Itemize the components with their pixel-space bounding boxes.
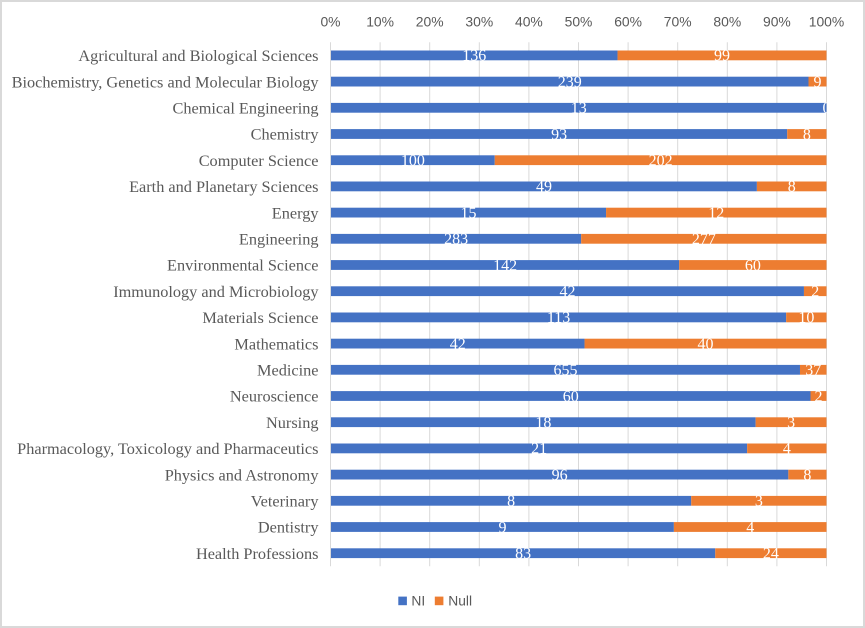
svg-text:Immunology and Microbiology: Immunology and Microbiology	[113, 282, 319, 301]
svg-text:0: 0	[823, 100, 831, 117]
svg-text:Nursing: Nursing	[266, 413, 318, 432]
svg-text:Veterinary: Veterinary	[251, 492, 320, 511]
svg-text:20%: 20%	[416, 14, 444, 30]
svg-text:Materials Science: Materials Science	[202, 308, 318, 327]
svg-text:80%: 80%	[713, 14, 741, 30]
svg-text:96: 96	[552, 467, 568, 484]
svg-text:Earth and Planetary Sciences: Earth and Planetary Sciences	[129, 177, 318, 196]
svg-text:8: 8	[788, 179, 796, 196]
svg-text:Chemical Engineering: Chemical Engineering	[172, 99, 318, 118]
svg-text:136: 136	[462, 48, 486, 65]
svg-text:8: 8	[803, 126, 811, 143]
svg-text:21: 21	[531, 441, 547, 458]
svg-text:60: 60	[745, 257, 761, 274]
svg-text:15: 15	[461, 205, 477, 222]
svg-text:70%: 70%	[664, 14, 692, 30]
svg-text:Mathematics: Mathematics	[234, 334, 318, 353]
svg-text:9: 9	[498, 519, 506, 536]
svg-text:99: 99	[714, 48, 730, 65]
svg-text:NI: NI	[411, 593, 425, 608]
svg-text:2: 2	[811, 284, 819, 301]
svg-text:37: 37	[805, 362, 821, 379]
svg-text:Energy: Energy	[272, 203, 320, 222]
svg-text:Medicine: Medicine	[257, 361, 318, 380]
svg-text:Chemistry: Chemistry	[251, 125, 320, 144]
svg-text:40: 40	[698, 336, 714, 353]
svg-text:10%: 10%	[366, 14, 394, 30]
svg-text:Biochemistry, Genetics and Mol: Biochemistry, Genetics and Molecular Bio…	[12, 72, 320, 91]
svg-text:Pharmacology, Toxicology and P: Pharmacology, Toxicology and Pharmaceuti…	[17, 439, 318, 458]
svg-text:18: 18	[535, 415, 551, 432]
svg-text:0%: 0%	[320, 14, 340, 30]
svg-text:3: 3	[755, 493, 763, 510]
svg-text:12: 12	[708, 205, 724, 222]
svg-text:10: 10	[798, 310, 814, 327]
svg-text:Null: Null	[448, 593, 472, 608]
svg-text:4: 4	[746, 519, 754, 536]
svg-text:8: 8	[507, 493, 515, 510]
svg-text:Neuroscience: Neuroscience	[230, 387, 319, 406]
svg-text:40%: 40%	[515, 14, 543, 30]
svg-text:Agricultural and Biological Sc: Agricultural and Biological Sciences	[78, 46, 318, 65]
svg-text:2: 2	[815, 388, 823, 405]
svg-text:13: 13	[571, 100, 587, 117]
svg-text:4: 4	[783, 441, 791, 458]
svg-text:24: 24	[763, 546, 779, 563]
svg-text:50%: 50%	[565, 14, 593, 30]
svg-text:655: 655	[553, 362, 577, 379]
svg-text:8: 8	[803, 467, 811, 484]
svg-text:100: 100	[401, 153, 425, 170]
svg-text:60%: 60%	[614, 14, 642, 30]
svg-text:239: 239	[558, 74, 582, 91]
svg-text:Health Professions: Health Professions	[196, 544, 319, 563]
svg-text:Physics and Astronomy: Physics and Astronomy	[165, 465, 320, 484]
svg-text:93: 93	[551, 126, 567, 143]
svg-text:100%: 100%	[809, 14, 845, 30]
svg-text:83: 83	[515, 546, 531, 563]
svg-text:3: 3	[787, 415, 795, 432]
svg-text:Dentistry: Dentistry	[258, 518, 319, 537]
svg-text:113: 113	[547, 310, 570, 327]
svg-text:Computer Science: Computer Science	[199, 151, 319, 170]
svg-text:42: 42	[559, 284, 575, 301]
svg-text:49: 49	[536, 179, 552, 196]
svg-text:277: 277	[692, 231, 716, 248]
svg-text:42: 42	[450, 336, 466, 353]
svg-text:202: 202	[649, 153, 673, 170]
svg-text:Environmental Science: Environmental Science	[167, 256, 318, 275]
svg-text:9: 9	[814, 74, 822, 91]
svg-text:Engineering: Engineering	[239, 230, 319, 249]
svg-text:283: 283	[444, 231, 468, 248]
svg-text:60: 60	[563, 388, 579, 405]
svg-text:142: 142	[493, 257, 517, 274]
svg-text:30%: 30%	[465, 14, 493, 30]
svg-text:90%: 90%	[763, 14, 791, 30]
